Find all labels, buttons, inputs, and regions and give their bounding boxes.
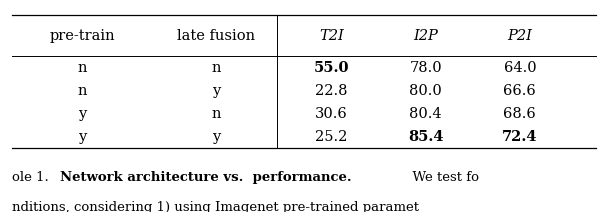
Text: 78.0: 78.0 (409, 61, 442, 75)
Text: nditions, considering 1) using Imagenet pre-trained paramet: nditions, considering 1) using Imagenet … (12, 201, 419, 212)
Text: T2I: T2I (319, 28, 344, 43)
Text: y: y (78, 130, 86, 144)
Text: y: y (212, 84, 220, 98)
Text: 22.8: 22.8 (315, 84, 348, 98)
Text: 66.6: 66.6 (503, 84, 536, 98)
Text: late fusion: late fusion (177, 28, 255, 43)
Text: 80.4: 80.4 (409, 107, 442, 121)
Text: n: n (77, 61, 87, 75)
Text: y: y (78, 107, 86, 121)
Text: 85.4: 85.4 (408, 130, 443, 144)
Text: pre-train: pre-train (49, 28, 115, 43)
Text: 64.0: 64.0 (503, 61, 536, 75)
Text: 80.0: 80.0 (409, 84, 442, 98)
Text: n: n (77, 84, 87, 98)
Text: n: n (211, 61, 221, 75)
Text: 72.4: 72.4 (502, 130, 537, 144)
Text: 68.6: 68.6 (503, 107, 536, 121)
Text: ole 1.: ole 1. (12, 170, 53, 184)
Text: P2I: P2I (508, 28, 532, 43)
Text: We test fo: We test fo (404, 170, 479, 184)
Text: y: y (212, 130, 220, 144)
Text: Network architecture vs.  performance.: Network architecture vs. performance. (60, 170, 351, 184)
Text: 25.2: 25.2 (315, 130, 348, 144)
Text: n: n (211, 107, 221, 121)
Text: I2P: I2P (413, 28, 438, 43)
Text: 30.6: 30.6 (315, 107, 348, 121)
Text: 55.0: 55.0 (314, 61, 349, 75)
